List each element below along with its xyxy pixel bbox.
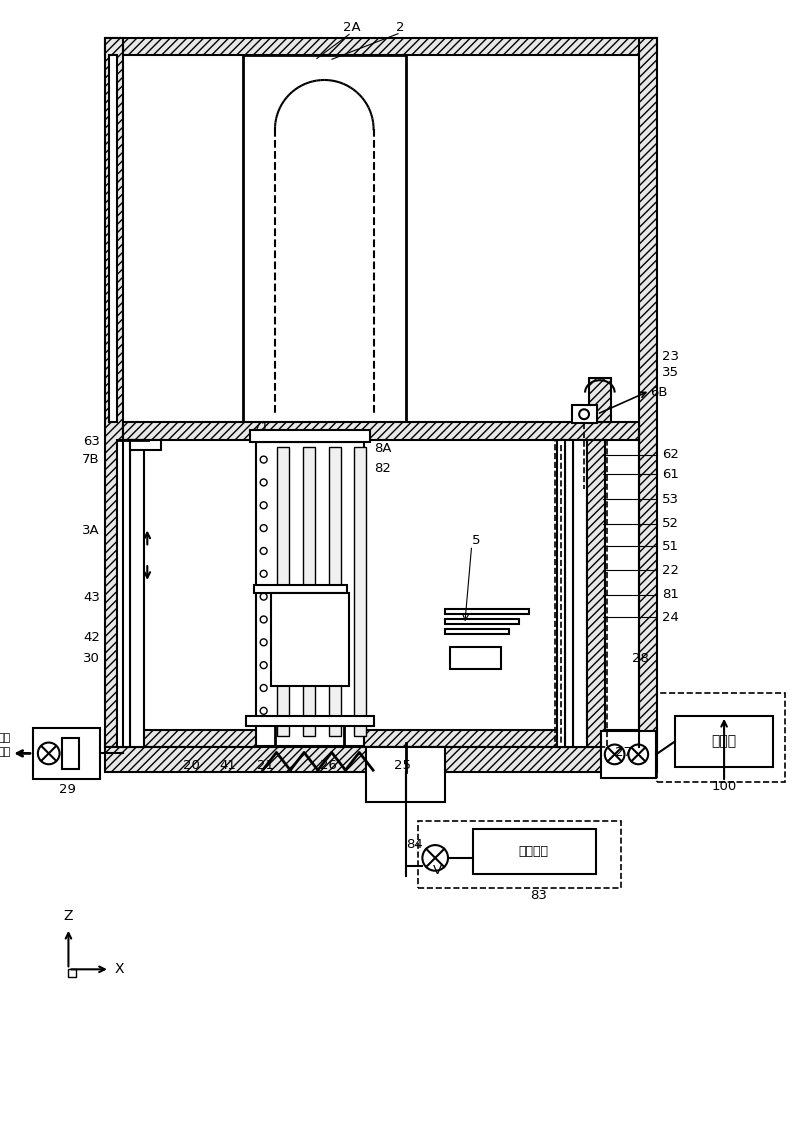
Text: 冷却気体: 冷却気体 xyxy=(518,844,549,858)
Text: 63: 63 xyxy=(83,435,100,449)
Text: 51: 51 xyxy=(662,540,679,553)
Text: 22: 22 xyxy=(662,563,679,577)
Text: 7B: 7B xyxy=(82,453,100,466)
Bar xyxy=(674,716,774,767)
Text: 30: 30 xyxy=(83,652,100,666)
Bar xyxy=(589,378,610,423)
Text: 42: 42 xyxy=(83,630,100,644)
Bar xyxy=(657,693,786,782)
Bar xyxy=(639,38,657,748)
Text: 62: 62 xyxy=(662,448,679,461)
Text: 53: 53 xyxy=(662,492,679,506)
Text: 6B: 6B xyxy=(650,386,668,399)
Text: 3A: 3A xyxy=(82,524,100,537)
Bar xyxy=(278,447,290,735)
Bar xyxy=(587,440,605,748)
Text: 20: 20 xyxy=(183,758,200,772)
Text: X: X xyxy=(114,963,124,976)
Text: 100: 100 xyxy=(711,780,737,794)
Bar xyxy=(122,423,639,440)
Text: 25: 25 xyxy=(394,758,411,772)
Text: 5: 5 xyxy=(472,534,480,547)
Text: 26: 26 xyxy=(320,758,337,772)
Text: 2A: 2A xyxy=(342,22,360,34)
Text: 29: 29 xyxy=(59,783,76,796)
Bar xyxy=(254,585,347,593)
Text: 81: 81 xyxy=(662,588,679,601)
Bar xyxy=(69,970,76,978)
Text: 控制部: 控制部 xyxy=(711,734,737,748)
Bar xyxy=(445,610,529,614)
Text: 27: 27 xyxy=(614,746,632,759)
Bar xyxy=(555,440,606,748)
Text: 71: 71 xyxy=(253,420,270,434)
Text: 43: 43 xyxy=(83,592,100,604)
Bar xyxy=(450,646,502,668)
Bar xyxy=(572,405,597,423)
Bar xyxy=(418,821,621,888)
Text: 52: 52 xyxy=(662,517,679,530)
Bar xyxy=(558,440,566,748)
Bar xyxy=(130,440,161,450)
Bar xyxy=(105,748,657,772)
Text: 84: 84 xyxy=(406,837,423,851)
Bar xyxy=(574,440,587,748)
Bar xyxy=(33,727,100,779)
Text: 24: 24 xyxy=(662,611,679,624)
Bar xyxy=(303,447,315,735)
Bar xyxy=(566,440,574,748)
Bar xyxy=(109,55,117,423)
Text: 排気: 排気 xyxy=(0,747,11,757)
Text: 41: 41 xyxy=(220,758,237,772)
Text: V: V xyxy=(433,864,442,877)
Text: Z: Z xyxy=(64,909,73,923)
Bar xyxy=(445,629,509,634)
Text: 28: 28 xyxy=(632,652,650,666)
Text: 21: 21 xyxy=(257,758,274,772)
Bar xyxy=(329,447,341,735)
Bar xyxy=(366,748,445,802)
Bar xyxy=(105,38,657,55)
Text: 8A: 8A xyxy=(374,442,391,456)
Bar xyxy=(601,731,656,778)
Text: 35: 35 xyxy=(662,367,679,379)
Text: 23: 23 xyxy=(662,349,679,362)
Bar xyxy=(105,730,657,748)
Bar xyxy=(354,447,366,735)
Bar xyxy=(246,716,374,726)
Bar xyxy=(62,738,79,770)
Text: 83: 83 xyxy=(530,888,547,902)
Bar xyxy=(270,593,350,686)
Text: 61: 61 xyxy=(662,468,679,481)
Bar xyxy=(243,55,406,423)
Text: 2: 2 xyxy=(397,22,405,34)
Bar xyxy=(445,619,519,625)
Bar xyxy=(256,442,364,746)
Bar xyxy=(105,38,122,748)
Bar xyxy=(117,440,130,748)
Bar xyxy=(473,829,596,874)
Bar xyxy=(250,431,370,442)
Text: 工場: 工場 xyxy=(0,733,11,742)
Bar xyxy=(130,440,144,748)
Text: 82: 82 xyxy=(374,463,391,475)
